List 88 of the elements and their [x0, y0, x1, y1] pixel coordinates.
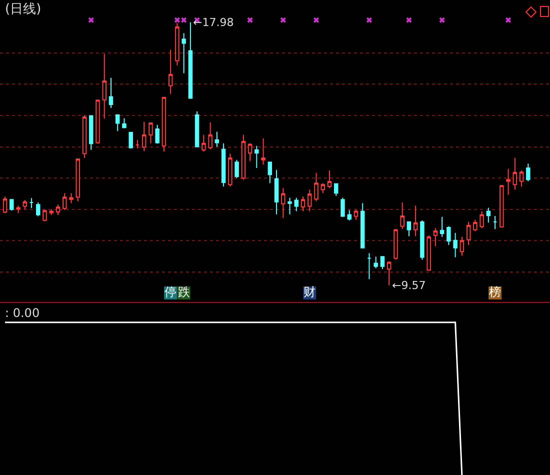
candlestick [440, 216, 444, 238]
candlestick [274, 169, 279, 215]
candlestick [228, 153, 232, 188]
candlestick [155, 124, 160, 144]
candlestick [135, 139, 140, 149]
candlestick [42, 209, 47, 222]
candlestick [426, 234, 431, 272]
candlestick [420, 220, 424, 260]
candlestick [480, 210, 484, 229]
candlestick [148, 122, 153, 144]
candlestick [128, 132, 133, 149]
candlestick [400, 202, 404, 230]
candlestick [214, 131, 220, 148]
candlestick [29, 198, 34, 209]
candlestick [76, 158, 80, 202]
candlestick [2, 196, 8, 214]
candlestick [486, 207, 491, 224]
candlestick [308, 189, 312, 212]
candlestick [88, 115, 94, 150]
candlestick [413, 205, 418, 237]
text: : 0.00 [5, 306, 40, 320]
candlestick [453, 232, 458, 258]
candlestick [506, 168, 510, 196]
candlestick [380, 256, 385, 270]
candlestick [96, 100, 100, 144]
candlestick [268, 162, 272, 184]
chart-title: (日线) [5, 2, 42, 17]
candlestick [22, 199, 28, 210]
data-label: 财 [304, 284, 316, 299]
candlestick [334, 183, 338, 196]
candlestick [182, 32, 186, 74]
candlestick [320, 182, 325, 194]
candlestick [374, 256, 378, 269]
candlestick [386, 260, 392, 286]
candlestick [340, 197, 345, 218]
data-label: 跌 [178, 284, 190, 299]
candlestick [142, 121, 146, 152]
candlestick [354, 209, 358, 220]
candlestick [62, 192, 67, 210]
candlestick [519, 170, 524, 188]
candlestick [466, 221, 471, 246]
candlestick [49, 208, 54, 216]
candlestick [360, 202, 365, 248]
candlestick [294, 197, 299, 212]
candlestick [188, 22, 193, 99]
candlestick [122, 118, 126, 129]
candlestick [460, 236, 464, 256]
candlestick [108, 77, 114, 108]
candlestick [394, 228, 398, 260]
candlestick [367, 252, 372, 280]
candlestick [162, 96, 166, 152]
candlestick [347, 210, 352, 221]
candlestick [327, 170, 332, 189]
candlestick [500, 185, 504, 228]
candlestick [526, 163, 530, 182]
candlestick [492, 215, 498, 230]
candlestick [254, 145, 259, 169]
candlestick [56, 204, 60, 216]
candlestick [433, 228, 438, 247]
candlestick [288, 197, 292, 215]
candlestick [261, 138, 266, 166]
candlestick [175, 22, 180, 66]
candlestick [168, 49, 173, 94]
annotation: ←9.57 [392, 279, 426, 292]
data-label: 停 [164, 284, 177, 299]
candlestick [473, 219, 478, 232]
candlestick [281, 188, 286, 218]
candlestick [115, 114, 120, 132]
candlestick [512, 158, 518, 190]
candlestick [241, 134, 246, 180]
candlestick [16, 205, 20, 214]
candlestick [446, 226, 451, 246]
candlestick [202, 134, 206, 152]
candlestick [300, 196, 306, 212]
candlestick [102, 53, 106, 120]
candlestick [10, 198, 14, 212]
candlestick [248, 142, 252, 162]
candlestick [69, 192, 74, 204]
candlestick [406, 221, 412, 237]
candlestick [221, 142, 226, 188]
candlestick [82, 114, 87, 159]
candlestick [36, 202, 40, 217]
candlestick [234, 159, 239, 179]
data-label: 榜 [489, 284, 502, 299]
candlestick [208, 122, 212, 150]
candlestick [194, 110, 200, 148]
candlestick [314, 172, 318, 202]
annotation: ←17.98 [193, 16, 234, 29]
